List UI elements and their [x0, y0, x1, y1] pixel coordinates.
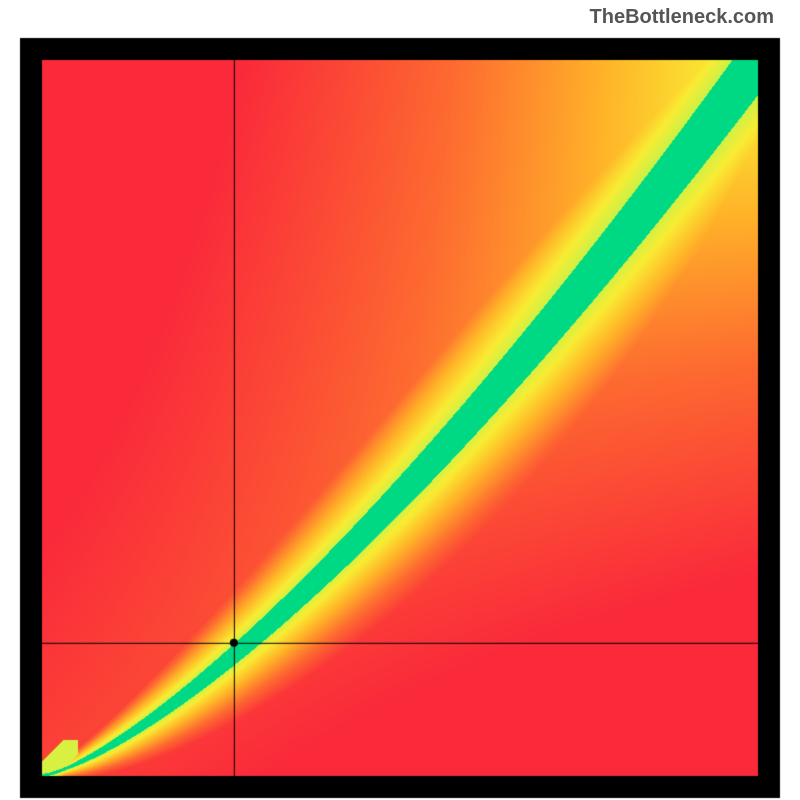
bottleneck-heatmap [0, 0, 800, 800]
chart-container: TheBottleneck.com [0, 0, 800, 800]
attribution-text: TheBottleneck.com [590, 6, 774, 29]
